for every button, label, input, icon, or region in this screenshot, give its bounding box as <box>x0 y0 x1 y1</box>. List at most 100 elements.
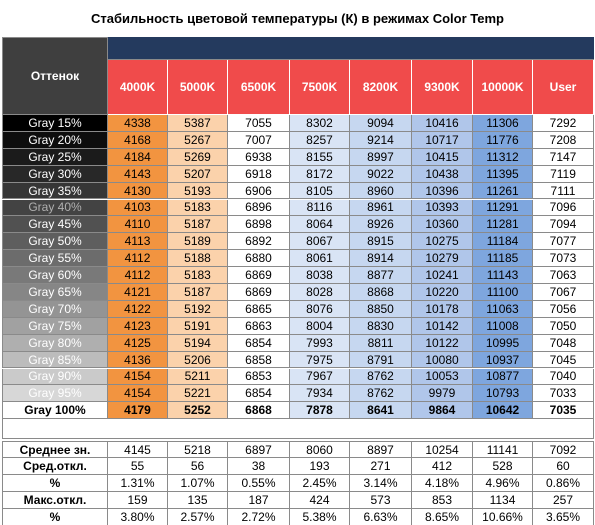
data-cell: 8830 <box>350 317 412 335</box>
data-cell: 6854 <box>228 334 290 352</box>
summary-cell: 4.18% <box>412 475 473 493</box>
row-label: Gray 55% <box>2 250 108 268</box>
summary-label: % <box>2 475 108 493</box>
summary-cell: 0.55% <box>228 475 290 493</box>
data-cell: 7055 <box>228 115 290 132</box>
data-cell: 6898 <box>228 216 290 234</box>
data-cell: 5269 <box>168 148 228 166</box>
data-cell: 11291 <box>473 199 533 217</box>
data-cell: 10937 <box>473 351 533 369</box>
data-cell: 8028 <box>290 284 350 301</box>
summary-cell: 8897 <box>350 441 412 459</box>
row-label: Gray 15% <box>2 115 108 132</box>
summary-cell: 193 <box>290 458 350 476</box>
data-cell: 5252 <box>168 402 228 420</box>
data-cell: 4154 <box>108 368 168 386</box>
data-cell: 10142 <box>412 317 473 335</box>
data-cell: 6880 <box>228 250 290 268</box>
data-cell: 5221 <box>168 385 228 403</box>
data-cell: 9979 <box>412 385 473 403</box>
column-header: 9300K <box>412 60 473 115</box>
data-cell: 7878 <box>290 402 350 420</box>
column-header: 4000K <box>108 60 168 115</box>
data-cell: 8762 <box>350 368 412 386</box>
data-cell: 6854 <box>228 385 290 403</box>
data-cell: 6869 <box>228 267 290 284</box>
data-cell: 10995 <box>473 334 533 352</box>
data-cell: 8850 <box>350 300 412 318</box>
summary-cell: 2.57% <box>168 509 228 525</box>
data-cell: 5187 <box>168 216 228 234</box>
row-label: Gray 100% <box>2 402 108 420</box>
summary-cell: 10.66% <box>473 509 533 525</box>
data-cell: 4125 <box>108 334 168 352</box>
data-cell: 4168 <box>108 131 168 149</box>
summary-cell: 4.96% <box>473 475 533 493</box>
data-cell: 10279 <box>412 250 473 268</box>
data-cell: 4112 <box>108 250 168 268</box>
data-cell: 5193 <box>168 182 228 200</box>
summary-cell: 10254 <box>412 441 473 459</box>
summary-cell: 853 <box>412 492 473 510</box>
header-band <box>108 37 594 60</box>
data-cell: 4103 <box>108 199 168 217</box>
spacer-row <box>2 419 594 440</box>
data-cell: 4123 <box>108 317 168 335</box>
row-label: Gray 95% <box>2 385 108 403</box>
column-header: 6500K <box>228 60 290 115</box>
data-cell: 6869 <box>228 284 290 301</box>
data-cell: 8811 <box>350 334 412 352</box>
data-cell: 10275 <box>412 233 473 251</box>
data-cell: 11100 <box>473 284 533 301</box>
data-cell: 4179 <box>108 402 168 420</box>
summary-label: % <box>2 509 108 525</box>
data-cell: 4122 <box>108 300 168 318</box>
data-cell: 5267 <box>168 131 228 149</box>
data-cell: 9214 <box>350 131 412 149</box>
title: Стабильность цветовой температуры (К) в … <box>91 10 504 26</box>
row-label: Gray 90% <box>2 368 108 386</box>
data-cell: 4130 <box>108 182 168 200</box>
data-cell: 10396 <box>412 182 473 200</box>
data-cell: 7096 <box>533 199 594 217</box>
data-cell: 9022 <box>350 165 412 183</box>
data-cell: 10877 <box>473 368 533 386</box>
row-label: Gray 85% <box>2 351 108 369</box>
data-cell: 5211 <box>168 368 228 386</box>
row-label: Gray 30% <box>2 165 108 183</box>
data-cell: 7035 <box>533 402 594 420</box>
data-cell: 10080 <box>412 351 473 369</box>
summary-cell: 5.38% <box>290 509 350 525</box>
summary-cell: 38 <box>228 458 290 476</box>
data-cell: 10241 <box>412 267 473 284</box>
data-cell: 8914 <box>350 250 412 268</box>
summary-cell: 8060 <box>290 441 350 459</box>
data-cell: 6858 <box>228 351 290 369</box>
row-label: Gray 65% <box>2 284 108 301</box>
data-cell: 6906 <box>228 182 290 200</box>
summary-cell: 3.65% <box>533 509 594 525</box>
data-cell: 10415 <box>412 148 473 166</box>
data-cell: 5183 <box>168 199 228 217</box>
data-cell: 7063 <box>533 267 594 284</box>
summary-cell: 528 <box>473 458 533 476</box>
data-cell: 5207 <box>168 165 228 183</box>
data-cell: 4184 <box>108 148 168 166</box>
column-header: 8200K <box>350 60 412 115</box>
data-cell: 7119 <box>533 165 594 183</box>
data-cell: 5183 <box>168 267 228 284</box>
data-cell: 9094 <box>350 115 412 132</box>
data-cell: 5206 <box>168 351 228 369</box>
row-label: Gray 40% <box>2 199 108 217</box>
data-cell: 5189 <box>168 233 228 251</box>
data-cell: 11306 <box>473 115 533 132</box>
data-cell: 10393 <box>412 199 473 217</box>
summary-label: Макс.откл. <box>2 492 108 510</box>
data-cell: 5187 <box>168 284 228 301</box>
data-cell: 8061 <box>290 250 350 268</box>
summary-cell: 8.65% <box>412 509 473 525</box>
data-cell: 8067 <box>290 233 350 251</box>
data-cell: 5192 <box>168 300 228 318</box>
row-label: Gray 70% <box>2 300 108 318</box>
